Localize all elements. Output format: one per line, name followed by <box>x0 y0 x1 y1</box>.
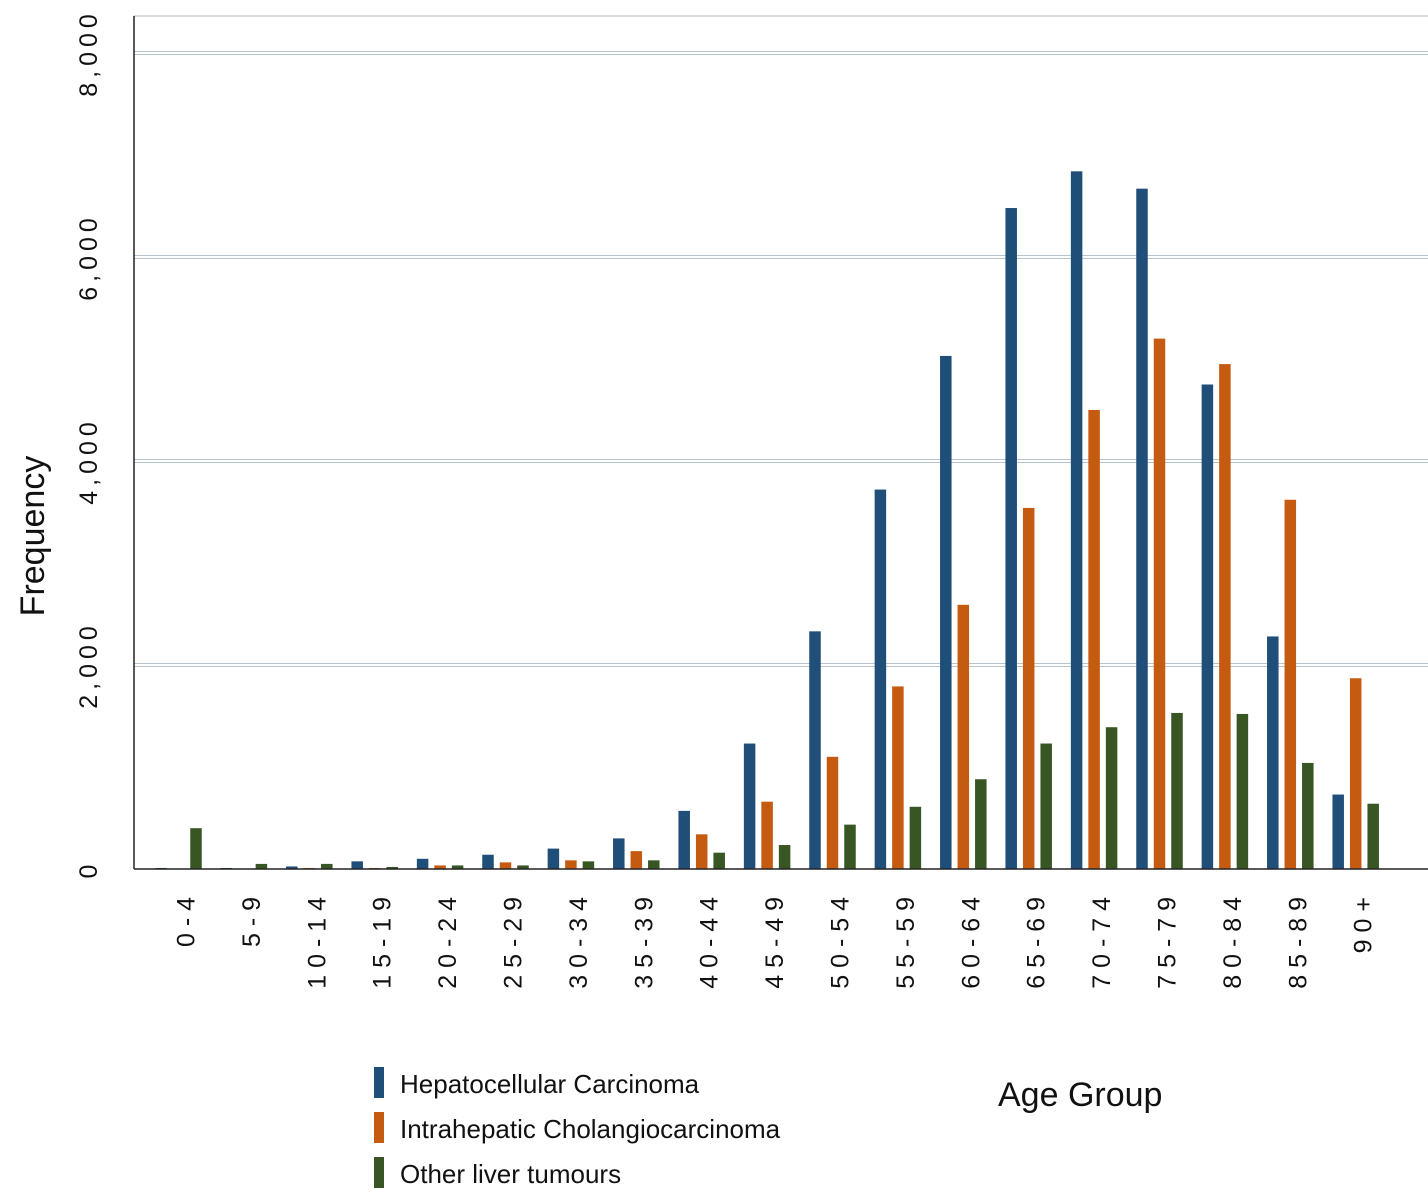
bar <box>940 356 952 869</box>
x-tick-label: 1 0 - 1 4 <box>303 897 331 989</box>
bar <box>417 859 429 869</box>
bar <box>1367 804 1379 869</box>
bar <box>1302 763 1314 869</box>
x-tick-label: 5 5 - 5 9 <box>892 897 920 989</box>
bar <box>713 853 725 869</box>
bar <box>548 849 560 869</box>
bar <box>809 631 821 869</box>
y-tick-label: 4,000 <box>75 417 103 505</box>
x-tick-label: 4 0 - 4 4 <box>696 897 724 989</box>
bar <box>744 744 756 869</box>
x-tick-label: 3 5 - 3 9 <box>630 897 658 989</box>
bar <box>565 860 577 869</box>
y-tick-label: 6,000 <box>75 213 103 301</box>
bar <box>678 811 690 869</box>
bar <box>696 834 708 869</box>
bar <box>1154 339 1166 869</box>
bar <box>613 838 625 869</box>
legend-label: Other liver tumours <box>400 1159 621 1190</box>
bar <box>1285 500 1297 869</box>
legend-label: Hepatocellular Carcinoma <box>400 1069 699 1100</box>
y-tick-labels: 0 2,000 4,000 6,000 8,000 <box>75 9 103 878</box>
x-tick-label: 5 - 9 <box>238 897 266 947</box>
x-tick-label: 2 5 - 2 9 <box>500 897 528 989</box>
x-tick-label: 8 0 - 8 4 <box>1219 897 1247 989</box>
bar <box>321 864 333 869</box>
bar <box>779 845 791 869</box>
legend-swatch <box>374 1157 384 1188</box>
bar <box>958 605 970 869</box>
bar <box>1040 744 1052 869</box>
bar <box>351 861 363 869</box>
y-tick-label: 0 <box>75 860 103 879</box>
bar <box>1237 714 1249 869</box>
bar <box>910 807 922 869</box>
bar <box>892 686 904 869</box>
x-tick-label: 1 5 - 1 9 <box>369 897 397 989</box>
bar <box>1005 208 1017 869</box>
bar <box>1106 727 1118 869</box>
x-tick-label: 5 0 - 5 4 <box>827 897 855 989</box>
legend-label: Intrahepatic Cholangiocarcinoma <box>400 1114 780 1145</box>
bar <box>583 861 595 869</box>
x-tick-label: 7 5 - 7 9 <box>1154 897 1182 989</box>
bar <box>827 757 839 869</box>
x-tick-label: 3 0 - 3 4 <box>565 897 593 989</box>
bar <box>482 855 494 869</box>
bar <box>256 864 268 869</box>
bar <box>761 802 773 869</box>
bar <box>190 828 202 869</box>
x-axis-label: Age Group <box>998 1076 1162 1115</box>
grid-lines <box>134 16 1428 667</box>
bars <box>155 171 1379 869</box>
bar <box>1267 636 1279 869</box>
legend-swatch <box>374 1112 384 1143</box>
bar <box>1023 508 1034 869</box>
bar <box>844 825 856 869</box>
y-tick-label: 2,000 <box>75 621 103 709</box>
bar <box>975 779 987 869</box>
bar <box>1332 795 1344 869</box>
x-tick-label: 6 5 - 6 9 <box>1023 897 1051 989</box>
x-tick-label: 2 0 - 2 4 <box>434 897 462 989</box>
bar <box>1088 410 1100 869</box>
y-tick-label: 8,000 <box>75 9 103 97</box>
x-tick-label: 9 0 + <box>1350 897 1378 953</box>
bar <box>1350 678 1362 869</box>
bar <box>1071 171 1083 869</box>
bar <box>648 860 660 869</box>
x-tick-label: 6 0 - 6 4 <box>957 897 985 989</box>
bar <box>875 490 887 869</box>
x-tick-label: 8 5 - 8 9 <box>1284 897 1312 989</box>
x-tick-label: 4 5 - 4 9 <box>761 897 789 989</box>
bar <box>1171 713 1183 869</box>
y-axis-label: Frequency <box>14 456 52 617</box>
bar <box>1219 364 1231 869</box>
bar <box>631 851 643 869</box>
bar <box>500 862 512 869</box>
x-tick-label: 0 - 4 <box>173 897 201 947</box>
x-tick-label: 7 0 - 7 4 <box>1088 897 1116 989</box>
x-tick-labels: 0 - 4 5 - 9 1 0 - 1 4 1 5 - 1 9 2 0 - 2 4 2 5… <box>173 897 1378 989</box>
legend-swatch <box>374 1067 384 1098</box>
bar <box>1136 189 1148 869</box>
bar <box>1202 385 1214 870</box>
